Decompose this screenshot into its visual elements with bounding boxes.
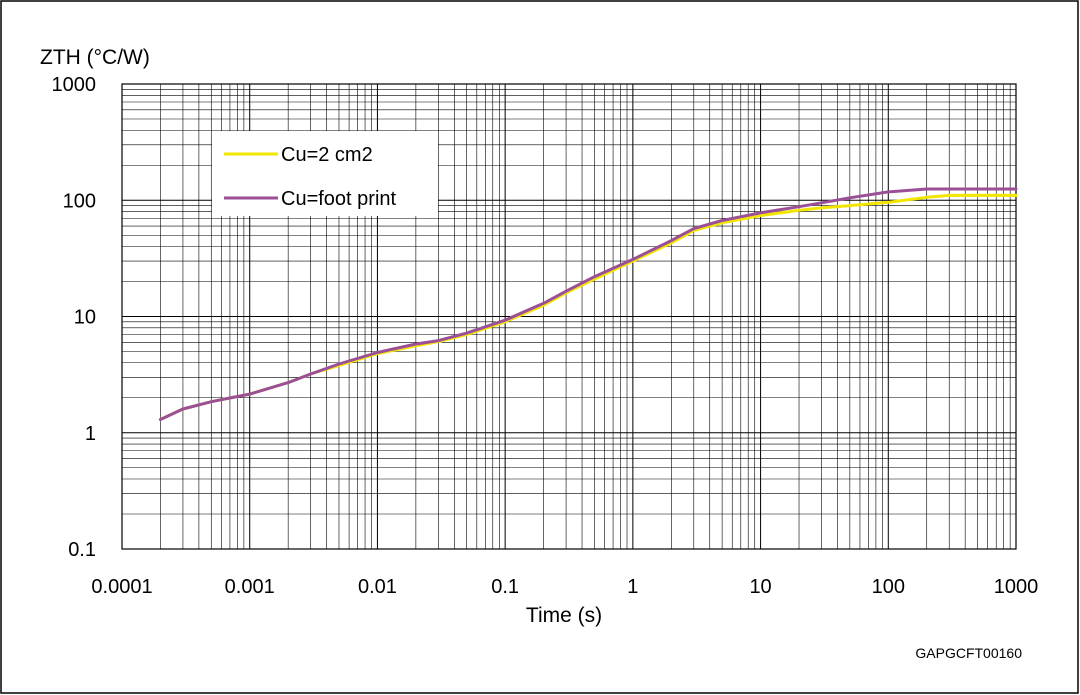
legend-label: Cu=foot print (281, 188, 397, 210)
x-tick-label: 0.1 (491, 576, 519, 598)
x-axis-label: Time (s) (526, 604, 602, 627)
x-tick-labels: 0.0001 0.001 0.01 0.1 1 10 100 1000 (91, 576, 1038, 598)
y-tick-label: 100 (63, 190, 96, 212)
series-line (158, 187, 1018, 421)
series-layer (158, 187, 1018, 421)
x-tick-label: 0.0001 (91, 576, 152, 598)
y-axis-label: ZTH (°C/W) (40, 46, 150, 69)
legend-box (212, 131, 438, 216)
x-tick-label: 1 (627, 576, 638, 598)
y-tick-label: 10 (74, 307, 96, 329)
figure-code: GAPGCFT00160 (915, 645, 1022, 661)
y-tick-label: 0.1 (68, 539, 96, 561)
x-tick-label: 10 (749, 576, 771, 598)
y-tick-label: 1 (85, 423, 96, 445)
y-tick-label: 1000 (52, 74, 97, 96)
x-tick-label: 100 (872, 576, 905, 598)
legend: Cu=2 cm2 Cu=foot print (212, 131, 438, 216)
y-tick-labels: 0.1 1 10 100 1000 (52, 74, 97, 561)
x-tick-label: 0.01 (358, 576, 397, 598)
x-tick-label: 0.001 (225, 576, 275, 598)
legend-label: Cu=2 cm2 (281, 144, 373, 166)
plot-area (121, 83, 1017, 550)
x-tick-label: 1000 (994, 576, 1039, 598)
